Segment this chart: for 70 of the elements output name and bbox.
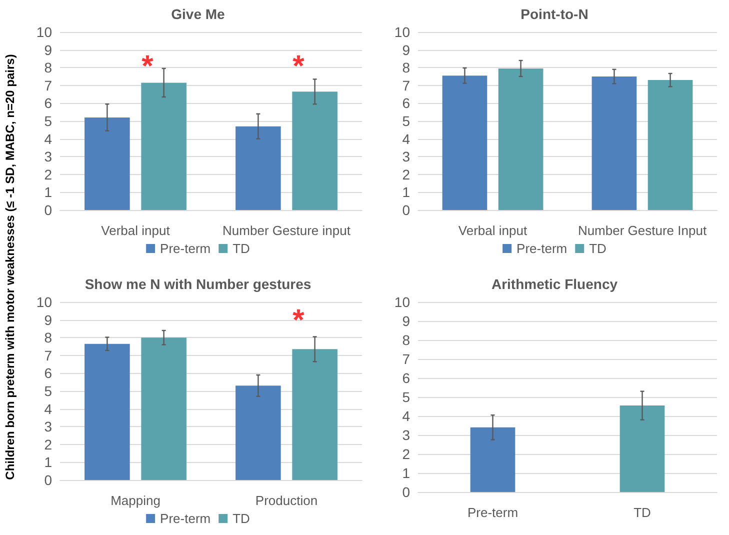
legend-label: TD (232, 241, 250, 256)
y-tick-label: 7 (402, 77, 410, 94)
y-tick-label: 10 (36, 294, 52, 310)
y-tick-label: 1 (44, 184, 52, 200)
y-tick-label: 2 (402, 446, 410, 462)
y-tick-label: 10 (394, 294, 410, 310)
y-tick-label: 10 (36, 24, 52, 40)
y-tick-label: 4 (402, 408, 410, 424)
y-tick-label: 6 (402, 95, 410, 112)
y-tick-label: 8 (402, 60, 410, 76)
y-tick-label: 9 (44, 312, 52, 328)
y-tick-label: 10 (394, 24, 410, 40)
x-tick-label: Mapping (110, 493, 160, 508)
y-tick-label: 5 (44, 383, 52, 399)
y-tick-label: 3 (402, 427, 410, 443)
bar (141, 338, 186, 480)
y-tick-label: 1 (402, 184, 410, 200)
annotation: * (292, 304, 305, 338)
y-tick-label: 8 (402, 332, 410, 348)
y-tick-label: 7 (44, 347, 52, 364)
y-tick-label: 2 (44, 166, 52, 182)
y-tick-label: 4 (44, 400, 52, 417)
legend-label: Pre-term (516, 241, 568, 256)
y-tick-label: 9 (402, 42, 410, 58)
chart-title: Give Me (171, 6, 226, 22)
y-tick-label: 1 (402, 465, 410, 481)
bar (292, 92, 338, 210)
y-tick-label: 6 (44, 365, 52, 382)
y-tick-label: 9 (402, 313, 410, 329)
y-tick-label: 7 (402, 351, 410, 367)
x-tick-label: Verbal input (101, 223, 170, 238)
y-tick-label: 2 (44, 436, 52, 452)
y-axis-title: Children born preterm with motor weaknesses (≤ -1 SD, MABC, n=20 pairs) (3, 54, 17, 480)
x-tick-label: Number Gesture Input (578, 223, 707, 238)
y-tick-label: 6 (402, 370, 410, 386)
chart-title: Arithmetic Fluency (491, 276, 618, 292)
bar (236, 386, 281, 480)
y-tick-label: 7 (44, 77, 52, 94)
y-tick-label: 3 (44, 148, 52, 165)
bar (236, 126, 281, 210)
y-tick-label: 4 (44, 130, 52, 147)
legend-label: Pre-term (160, 241, 211, 256)
y-tick-label: 5 (402, 389, 410, 405)
y-tick-label: 4 (402, 130, 410, 147)
y-tick-label: 8 (44, 60, 52, 76)
x-tick-label: Number Gesture input (222, 223, 351, 238)
y-tick-label: 3 (44, 418, 52, 435)
y-tick-label: 2 (402, 166, 410, 182)
annotation: * (142, 50, 154, 84)
bar (141, 82, 186, 210)
x-tick-label: Verbal input (458, 223, 528, 238)
y-tick-label: 0 (402, 202, 410, 218)
chart-title: Show me N with Number gestures (84, 276, 312, 292)
y-tick-label: 1 (44, 454, 52, 470)
bar (292, 349, 338, 480)
y-tick-label: 9 (44, 42, 52, 58)
y-tick-label: 5 (402, 113, 410, 129)
y-tick-label: 0 (44, 202, 52, 218)
y-tick-label: 0 (402, 484, 410, 500)
bar (84, 344, 130, 480)
bar (84, 117, 130, 210)
y-tick-label: 5 (44, 113, 52, 129)
legend-label: TD (589, 241, 606, 256)
chart-title: Point-to-N (520, 6, 588, 22)
annotation: * (292, 50, 305, 84)
y-tick-label: 0 (44, 472, 52, 488)
y-tick-label: 6 (44, 95, 52, 112)
y-tick-label: 8 (44, 330, 52, 346)
y-tick-label: 3 (402, 148, 410, 165)
x-tick-label: Production (255, 493, 318, 508)
